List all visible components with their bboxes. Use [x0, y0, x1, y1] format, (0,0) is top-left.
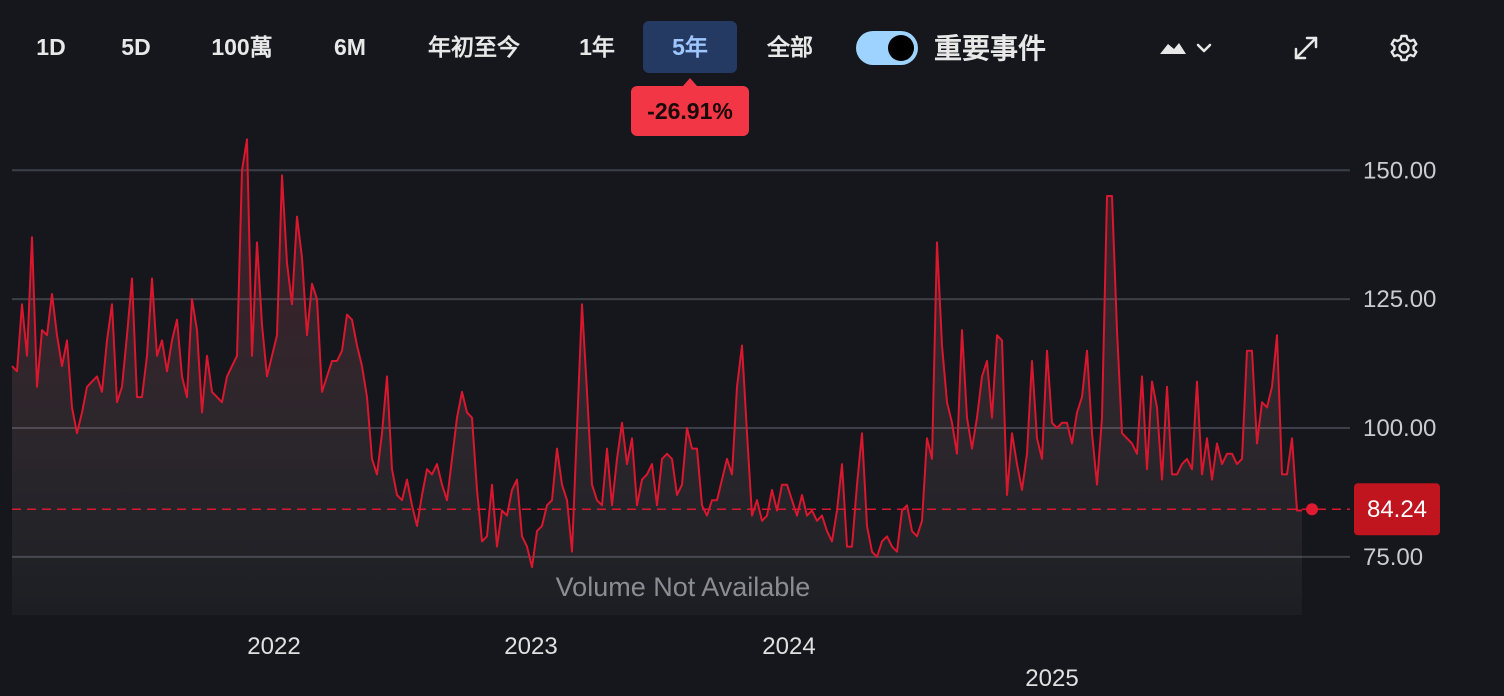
chart-toolbar: 1D 5D 100萬 6M 年初至今 1年 5年 全部 -26.91% 重要事件	[0, 0, 1504, 136]
range-button-100m[interactable]: 100萬	[211, 34, 273, 60]
grid-lines	[12, 169, 1350, 558]
range-button-5d[interactable]: 5D	[121, 34, 151, 60]
x-tick-label: 2025	[1025, 665, 1078, 692]
gear-icon	[1390, 34, 1418, 62]
chevron-down-icon	[1196, 43, 1212, 53]
range-button-ytd[interactable]: 年初至今	[428, 34, 520, 60]
x-tick-label: 2022	[247, 633, 300, 660]
events-toggle[interactable]	[856, 31, 918, 65]
settings-button[interactable]	[1382, 26, 1426, 70]
y-tick-label: 125.00	[1363, 286, 1436, 313]
mountain-chart-icon	[1160, 43, 1186, 54]
y-axis-labels: 150.00 125.00 100.00 75.00	[1363, 157, 1436, 571]
expand-icon	[1294, 36, 1318, 60]
change-percent-badge: -26.91%	[631, 78, 749, 136]
last-price-value: 84.24	[1367, 496, 1427, 523]
range-button-5y[interactable]: 5年	[643, 21, 737, 73]
range-button-6m[interactable]: 6M	[334, 34, 366, 60]
range-button-1y[interactable]: 1年	[579, 34, 615, 60]
x-tick-label: 2023	[504, 633, 557, 660]
last-price-dot	[1306, 503, 1318, 516]
range-button-all[interactable]: 全部	[767, 34, 813, 60]
last-price-label: 84.24	[1354, 483, 1440, 536]
chart-style-dropdown[interactable]	[1152, 26, 1224, 70]
price-line	[11, 138, 1302, 569]
range-button-1d[interactable]: 1D	[36, 34, 66, 60]
volume-not-available-label: Volume Not Available	[556, 572, 811, 602]
y-tick-label: 75.00	[1363, 544, 1423, 571]
y-tick-label: 150.00	[1363, 157, 1436, 184]
x-tick-label: 2024	[762, 633, 815, 660]
price-area	[12, 139, 1302, 616]
expand-button[interactable]	[1284, 26, 1328, 70]
events-toggle-label: 重要事件	[934, 33, 1047, 64]
toggle-knob	[888, 35, 914, 61]
x-axis-labels: 2022 2023 2024 2025	[247, 633, 1078, 692]
y-tick-label: 100.00	[1363, 415, 1436, 442]
